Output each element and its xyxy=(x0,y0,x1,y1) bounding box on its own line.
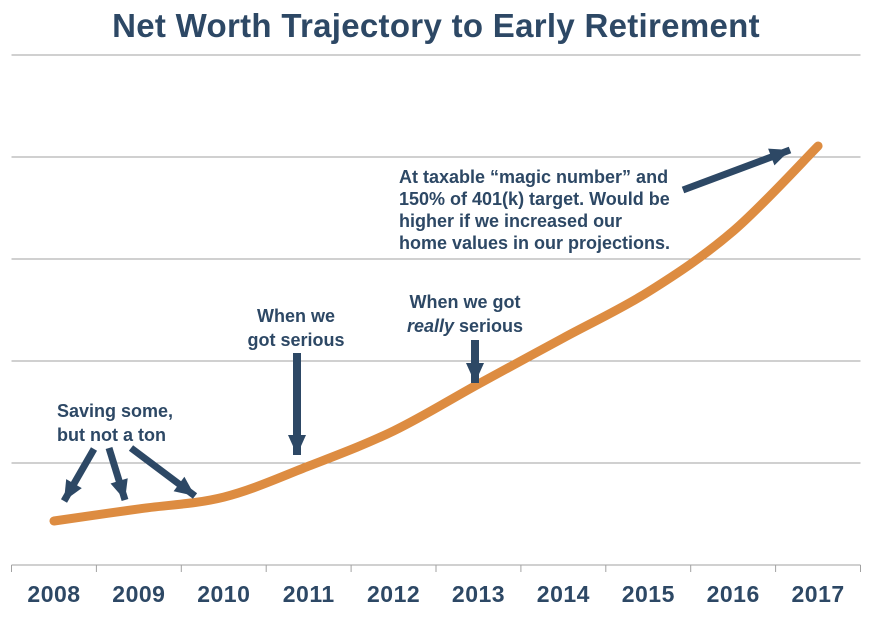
x-axis-label: 2012 xyxy=(367,581,421,607)
annotation-really-serious: When we got really serious xyxy=(395,290,535,338)
annotation-got-serious: When we got serious xyxy=(231,304,361,352)
net-worth-curve xyxy=(49,141,823,526)
annotation-line: home values in our projections. xyxy=(399,233,671,253)
x-axis xyxy=(11,564,861,572)
annotation-line: but not a ton xyxy=(57,425,166,445)
annotation-line-rest: serious xyxy=(454,316,524,336)
annotation-line: really serious xyxy=(395,314,535,338)
x-axis-label: 2010 xyxy=(197,581,251,607)
annotation-line: When we xyxy=(256,306,335,326)
x-axis-label: 2017 xyxy=(791,581,845,607)
annotation-arrows xyxy=(60,146,792,503)
x-axis-ticks xyxy=(11,565,861,572)
x-axis-label: 2015 xyxy=(621,581,675,607)
annotation-line: At taxable “magic number” and xyxy=(399,167,669,187)
x-axis-label: 2016 xyxy=(706,581,760,607)
annotation-line: 150% of 401(k) target. Would be xyxy=(399,189,670,209)
x-axis-label: 2014 xyxy=(536,581,590,607)
x-axis-label: 2008 xyxy=(27,581,81,607)
annotation-magic-number: At taxable “magic number” and 150% of 40… xyxy=(399,166,670,254)
annotation-line: got serious xyxy=(247,330,345,350)
magic-number-arrow xyxy=(681,146,792,194)
annotation-line: Saving some, xyxy=(57,401,174,421)
saving-arrow-3 xyxy=(128,445,198,499)
annotation-line: higher if we increased our xyxy=(399,211,623,231)
saving-arrow-2 xyxy=(105,446,129,502)
x-axis-label: 2013 xyxy=(451,581,506,607)
chart-title: Net Worth Trajectory to Early Retirement xyxy=(112,7,760,44)
annotation-saving-some: Saving some, but not a ton xyxy=(57,399,173,447)
annotation-line: When we got xyxy=(409,292,521,312)
saving-arrow-1 xyxy=(60,447,98,503)
gridlines xyxy=(11,54,861,464)
x-axis-label: 2009 xyxy=(112,581,166,607)
x-axis-label: 2011 xyxy=(282,581,335,607)
annotation-italic-word: really xyxy=(406,316,454,336)
